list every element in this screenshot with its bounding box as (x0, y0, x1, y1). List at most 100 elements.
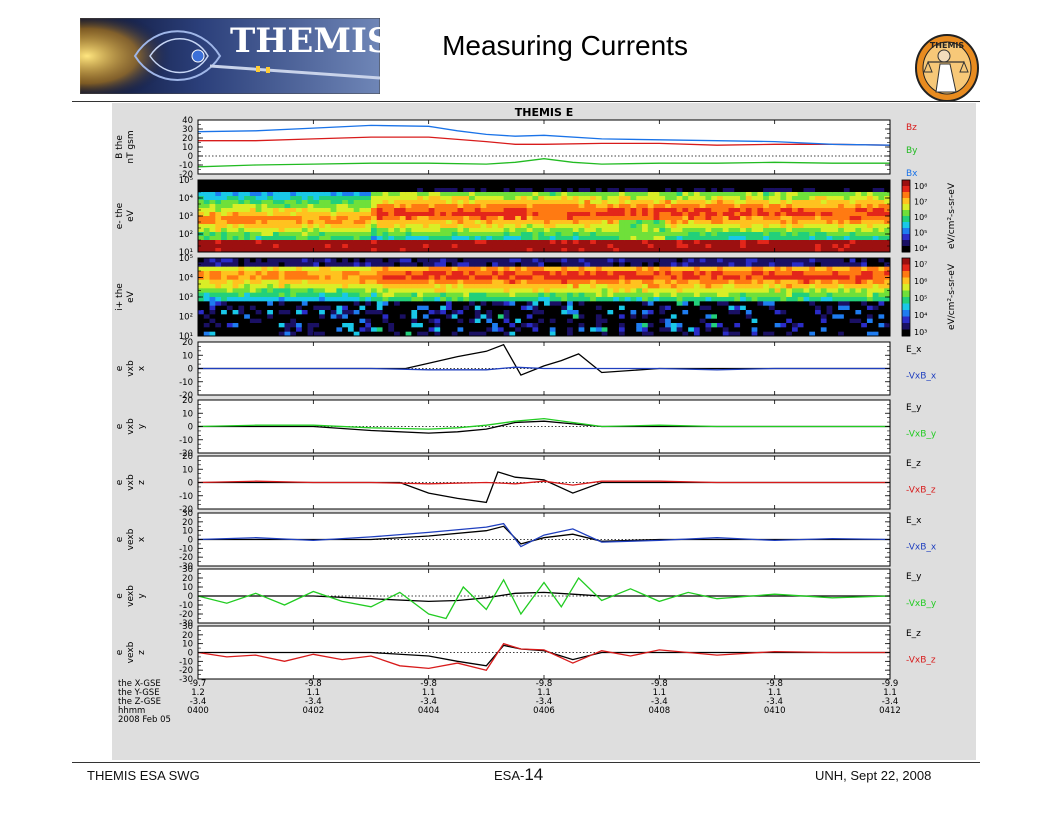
spectrogram-cell (717, 288, 724, 294)
spectrogram-cell (440, 240, 447, 245)
spectrogram-cell (866, 244, 874, 249)
spectrogram-cell (411, 208, 418, 213)
spectrogram-cell (820, 240, 827, 245)
spectrogram-cell (515, 271, 522, 276)
spectrogram-cell (330, 208, 337, 213)
spectrogram-cell (745, 258, 752, 263)
spectrogram-cell (838, 216, 845, 221)
spectrogram-cell (249, 305, 257, 311)
spectrogram-cell (238, 196, 245, 201)
spectrogram-cell (422, 310, 430, 315)
spectrogram-cell (457, 216, 464, 221)
spectrogram-cell (659, 266, 666, 272)
spectrogram-cell (786, 310, 793, 315)
spectrogram-cell (203, 301, 210, 307)
spectrogram-cell (515, 262, 522, 268)
spectrogram-cell (872, 288, 879, 294)
spectrogram-cell (399, 318, 406, 324)
spectrogram-cell (855, 297, 862, 302)
spectrogram-cell (791, 204, 799, 209)
spectrogram-cell (647, 284, 654, 289)
spectrogram-cell (226, 297, 233, 302)
spectrogram-cell (313, 248, 320, 253)
spectrogram-cell (711, 200, 718, 205)
spectrogram-cell (440, 236, 447, 241)
spectrogram-cell (232, 188, 239, 193)
spectrogram-cell (198, 266, 205, 272)
spectrogram-cell (578, 266, 585, 272)
panel-ylabel: vxb (126, 474, 136, 491)
spectrogram-cell (544, 275, 551, 281)
spectrogram-cell (688, 204, 695, 209)
spectrogram-cell (768, 301, 776, 307)
spectrogram-cell (763, 248, 770, 253)
spectrogram-cell (791, 331, 799, 337)
spectrogram-cell (717, 305, 724, 311)
spectrogram-cell (768, 262, 776, 268)
spectrogram-cell (647, 288, 654, 294)
spectrogram-cell (284, 220, 291, 225)
spectrogram-cell (601, 279, 608, 285)
spectrogram-cell (515, 301, 522, 307)
spectrogram-cell (820, 204, 827, 209)
spectrogram-cell (815, 288, 822, 294)
spectrogram-cell (567, 258, 574, 263)
spectrogram-cell (451, 196, 458, 201)
spectrogram-cell (797, 275, 804, 281)
spectrogram-cell (434, 232, 441, 237)
spectrogram-cell (791, 196, 799, 201)
spectrogram-cell (561, 297, 568, 302)
spectrogram-cell (290, 258, 297, 263)
spectrogram-cell (584, 310, 591, 315)
spectrogram-cell (203, 208, 210, 213)
spectrogram-cell (676, 204, 683, 209)
spectrogram-cell (757, 297, 764, 302)
spectrogram-cell (803, 192, 810, 197)
spectrogram-cell (457, 301, 464, 307)
y-tick-label: 30 (182, 509, 193, 519)
spectrogram-cell (751, 262, 758, 268)
spectrogram-cell (659, 228, 666, 233)
spectrogram-cell (676, 279, 683, 285)
spectrogram-cell (567, 262, 574, 268)
spectrogram-cell (826, 262, 833, 268)
spectrogram-cell (445, 200, 453, 205)
spectrogram-cell (595, 301, 603, 307)
spectrogram-cell (434, 180, 441, 185)
spectrogram-cell (595, 305, 603, 311)
spectrogram-cell (301, 204, 308, 209)
spectrogram-cell (872, 216, 879, 221)
spectrogram-cell (417, 275, 424, 281)
spectrogram-cell (717, 188, 724, 193)
spectrogram-cell (376, 314, 383, 320)
spectrogram-cell (866, 305, 874, 311)
spectrogram-cell (757, 323, 764, 328)
spectrogram-cell (774, 279, 781, 285)
spectrogram-cell (313, 212, 320, 217)
spectrogram-cell (301, 318, 308, 324)
spectrogram-cell (861, 248, 868, 253)
spectrogram-cell (878, 240, 885, 245)
spectrogram-cell (774, 266, 781, 272)
spectrogram-cell (353, 279, 360, 285)
spectrogram-cell (497, 220, 505, 225)
spectrogram-cell (365, 240, 372, 245)
spectrogram-cell (670, 232, 678, 237)
spectrogram-cell (647, 232, 654, 237)
spectrogram-cell (590, 180, 597, 185)
spectrogram-cell (595, 232, 603, 237)
spectrogram-cell (244, 184, 251, 189)
spectrogram-cell (226, 271, 233, 276)
spectrogram-cell (595, 200, 603, 205)
spectrogram-cell (238, 212, 245, 217)
spectrogram-cell (780, 288, 787, 294)
spectrogram-cell (693, 232, 701, 237)
xaxis-row-value: 0400 (187, 706, 209, 716)
spectrogram-cell (659, 248, 666, 253)
spectrogram-cell (538, 258, 545, 263)
spectrogram-cell (457, 323, 464, 328)
spectrogram-cell (549, 232, 556, 237)
spectrogram-cell (734, 327, 741, 333)
spectrogram-cell (849, 262, 856, 268)
spectrogram-cell (803, 292, 810, 298)
